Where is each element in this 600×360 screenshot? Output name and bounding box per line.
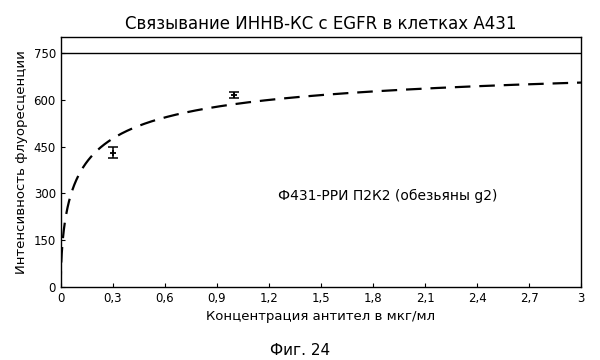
Y-axis label: Интенсивность флуоресценции: Интенсивность флуоресценции — [15, 50, 28, 274]
X-axis label: Концентрация антител в мкг/мл: Концентрация антител в мкг/мл — [206, 310, 436, 323]
Text: Фиг. 24: Фиг. 24 — [270, 343, 330, 358]
Title: Связывание ИННВ-КС с EGFR в клетках А431: Связывание ИННВ-КС с EGFR в клетках А431 — [125, 15, 517, 33]
Text: Ф431-РРИ П2К2 (обезьяны g2): Ф431-РРИ П2К2 (обезьяны g2) — [278, 189, 497, 203]
